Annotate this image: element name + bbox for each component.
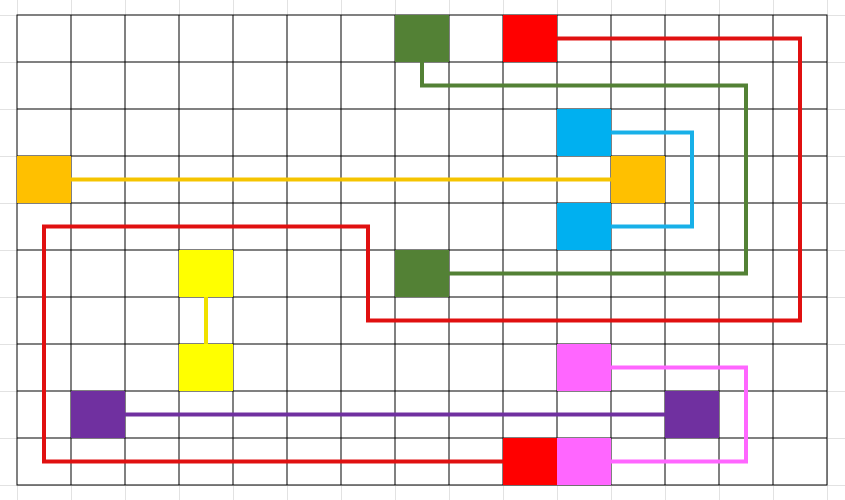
grid-cell[interactable] (448, 343, 504, 392)
grid-cell[interactable] (70, 343, 126, 392)
grid-cell[interactable] (16, 14, 72, 63)
endpoint[interactable] (557, 203, 611, 250)
grid-cell[interactable] (70, 14, 126, 63)
endpoint[interactable] (503, 15, 557, 62)
grid-cell[interactable] (178, 108, 234, 157)
grid-cell[interactable] (286, 108, 342, 157)
grid-cell[interactable] (502, 343, 558, 392)
grid-cell[interactable] (124, 343, 180, 392)
grid-cell[interactable] (502, 108, 558, 157)
grid-cell[interactable] (286, 14, 342, 63)
grid-cell[interactable] (286, 343, 342, 392)
grid-cell[interactable] (340, 108, 396, 157)
grid-cell[interactable] (70, 61, 126, 110)
grid-cell[interactable] (286, 61, 342, 110)
grid-cell[interactable] (772, 390, 828, 439)
grid-cell[interactable] (124, 296, 180, 345)
grid-cell[interactable] (70, 249, 126, 298)
grid-cell[interactable] (16, 108, 72, 157)
grid-cell[interactable] (232, 61, 288, 110)
grid-cell[interactable] (16, 61, 72, 110)
endpoint[interactable] (665, 391, 719, 438)
grid-cell[interactable] (178, 14, 234, 63)
grid-cell[interactable] (286, 296, 342, 345)
path-line (420, 38, 748, 276)
endpoint[interactable] (395, 250, 449, 297)
endpoint[interactable] (503, 438, 557, 485)
endpoint[interactable] (179, 344, 233, 391)
grid-cell[interactable] (232, 296, 288, 345)
endpoint[interactable] (17, 156, 71, 203)
endpoint[interactable] (557, 109, 611, 156)
grid-cell[interactable] (232, 343, 288, 392)
path-line (42, 36, 802, 464)
grid-cell[interactable] (340, 343, 396, 392)
endpoint[interactable] (611, 156, 665, 203)
endpoint[interactable] (557, 344, 611, 391)
grid-cell[interactable] (232, 249, 288, 298)
grid-cell[interactable] (70, 296, 126, 345)
grid-cell[interactable] (124, 14, 180, 63)
grid-cell[interactable] (286, 249, 342, 298)
grid-cell[interactable] (394, 343, 450, 392)
grid-cell[interactable] (394, 108, 450, 157)
grid-cell[interactable] (124, 249, 180, 298)
path-line (584, 365, 748, 464)
endpoint[interactable] (557, 438, 611, 485)
grid-cell[interactable] (178, 61, 234, 110)
grid-cell[interactable] (124, 61, 180, 110)
endpoint[interactable] (179, 250, 233, 297)
endpoint[interactable] (71, 391, 125, 438)
grid-cell[interactable] (124, 108, 180, 157)
path-line (584, 130, 694, 229)
grid-cell[interactable] (448, 14, 504, 63)
grid-cell[interactable] (772, 343, 828, 392)
grid-cell[interactable] (772, 437, 828, 486)
grid-cell[interactable] (70, 108, 126, 157)
grid-cell[interactable] (502, 202, 558, 251)
grid-cell[interactable] (340, 61, 396, 110)
grid-cell[interactable] (394, 202, 450, 251)
grid-cell[interactable] (340, 14, 396, 63)
grid-cell[interactable] (448, 108, 504, 157)
grid-cell[interactable] (232, 14, 288, 63)
endpoint[interactable] (395, 15, 449, 62)
grid-cell[interactable] (448, 202, 504, 251)
grid-cell[interactable] (232, 108, 288, 157)
